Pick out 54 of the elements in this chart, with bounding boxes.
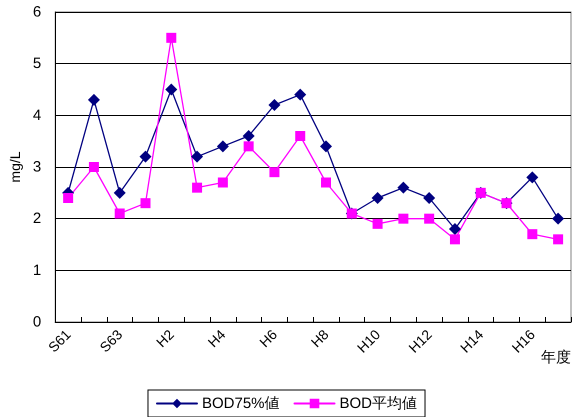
point — [295, 131, 306, 141]
point — [450, 234, 460, 244]
legend-label: BOD平均値 — [340, 395, 418, 412]
x-tick-label: S61 — [44, 326, 74, 356]
point — [294, 88, 306, 101]
y-tick-label: 0 — [32, 314, 42, 330]
point — [526, 171, 538, 184]
point — [552, 212, 564, 225]
point — [191, 150, 204, 163]
point — [140, 150, 152, 163]
point — [114, 208, 125, 218]
x-tick-label: H10 — [354, 326, 384, 356]
x-tick-label: H14 — [456, 326, 487, 356]
y-tick-label: 2 — [32, 210, 42, 228]
x-axis-title: 年度 — [541, 349, 571, 366]
point — [114, 186, 126, 199]
point — [268, 99, 280, 111]
point — [448, 223, 461, 235]
point — [88, 162, 99, 172]
x-tick-label: H16 — [508, 326, 538, 356]
point — [216, 140, 229, 152]
x-tick-label: H6 — [256, 326, 280, 350]
y-tick-label: 6 — [32, 4, 42, 20]
point — [553, 234, 564, 244]
point — [397, 182, 410, 194]
point — [424, 214, 434, 224]
x-tick-label: H12 — [405, 326, 435, 356]
point — [244, 141, 254, 152]
point — [527, 229, 538, 240]
point — [242, 130, 255, 142]
point — [88, 94, 100, 106]
point — [321, 178, 332, 188]
y-tick-label: 1 — [32, 262, 42, 279]
point — [63, 193, 74, 203]
point — [372, 218, 383, 229]
legend-label: BOD75%値 — [202, 395, 280, 412]
point — [269, 167, 280, 178]
point — [372, 192, 384, 204]
point — [423, 192, 436, 204]
y-tick-label: 4 — [32, 106, 42, 124]
point — [398, 214, 408, 224]
y-axis-title: mg/L — [7, 151, 23, 183]
x-tick-label: H2 — [152, 326, 178, 350]
point — [218, 178, 228, 188]
point — [166, 32, 176, 43]
x-tick-label: H8 — [308, 326, 332, 350]
point — [192, 182, 202, 193]
y-tick-label: 5 — [32, 55, 42, 72]
point — [140, 198, 150, 208]
y-tick-label: 3 — [32, 158, 42, 176]
point — [320, 140, 332, 152]
x-tick-label: H4 — [204, 326, 229, 350]
x-tick-label: S63 — [96, 326, 126, 356]
point — [165, 84, 178, 96]
